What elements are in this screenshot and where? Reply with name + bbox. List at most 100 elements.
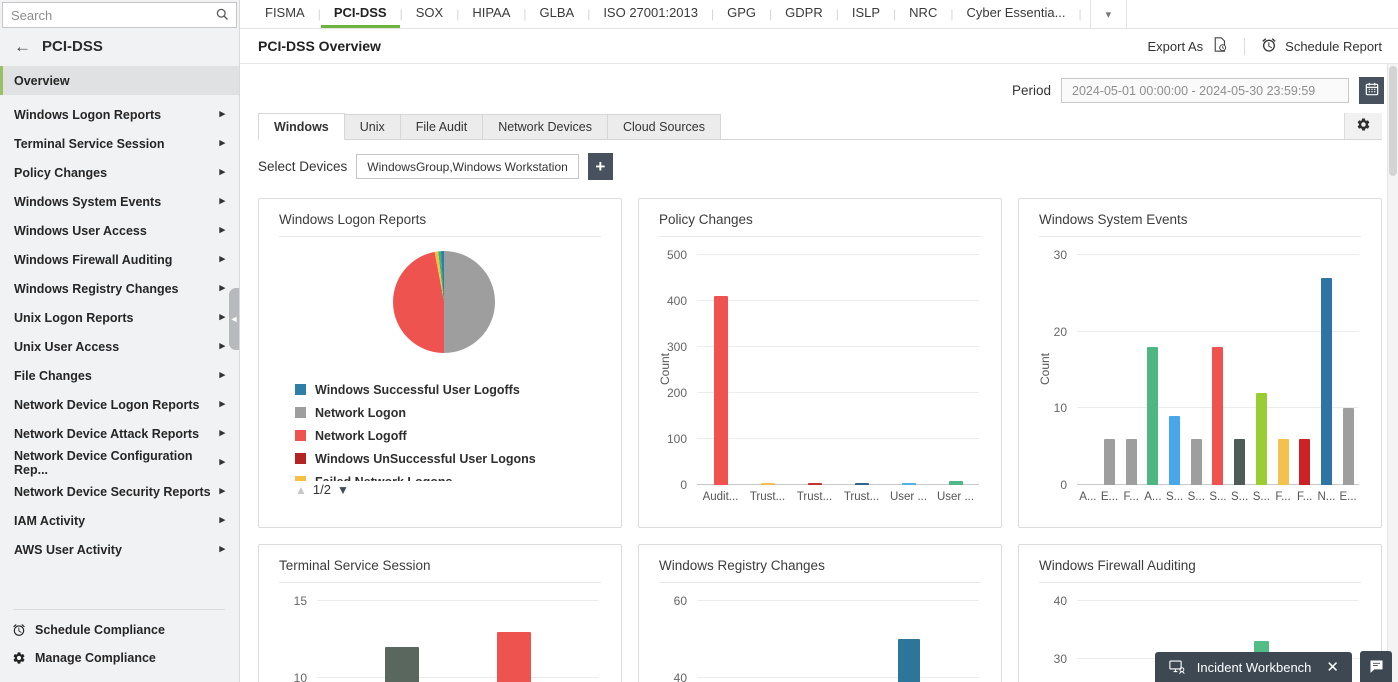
bar[interactable] <box>807 482 822 485</box>
bar[interactable] <box>497 631 532 682</box>
tab-islp[interactable]: ISLP <box>851 5 881 20</box>
search-input[interactable] <box>3 3 236 27</box>
bar[interactable] <box>1190 439 1202 485</box>
sidebar-item-network-device-attack-reports[interactable]: Network Device Attack Reports ▸ <box>14 426 225 441</box>
calendar-button[interactable] <box>1359 77 1384 104</box>
bar[interactable] <box>1277 439 1289 485</box>
source-tab-windows[interactable]: Windows <box>258 113 345 140</box>
sidebar-item-file-changes[interactable]: File Changes ▸ <box>14 368 225 383</box>
bar[interactable] <box>854 482 869 485</box>
x-tick-label: E... <box>1339 491 1357 503</box>
chart-card-windows-registry-changes: Windows Registry Changes0204060 <box>638 544 1002 682</box>
bar[interactable] <box>901 482 916 485</box>
tab-sox[interactable]: SOX <box>415 5 444 20</box>
schedule-report-button[interactable]: Schedule Report <box>1261 37 1382 56</box>
sidebar-item-overview[interactable]: Overview <box>0 66 239 95</box>
legend-next-button[interactable]: ▼ <box>336 482 349 497</box>
tab-pci-dss[interactable]: PCI-DSS <box>320 0 400 28</box>
sidebar-item-network-device-configuration-rep[interactable]: Network Device Configuration Rep... ▸ <box>14 448 225 477</box>
source-tab-unix[interactable]: Unix <box>344 114 400 139</box>
tab-fisma[interactable]: FISMA <box>265 5 305 20</box>
bar[interactable] <box>897 639 920 682</box>
add-device-button[interactable]: + <box>587 153 613 180</box>
sidebar-item-policy-changes[interactable]: Policy Changes ▸ <box>14 165 225 180</box>
period-label: Period <box>1011 83 1051 98</box>
export-as-button[interactable]: Export As <box>1148 36 1229 56</box>
bar[interactable] <box>384 647 419 682</box>
sidebar-item-unix-user-access[interactable]: Unix User Access ▸ <box>14 339 225 354</box>
bar[interactable] <box>1234 439 1246 485</box>
toast-label: Incident Workbench <box>1196 659 1312 675</box>
bar[interactable] <box>1104 439 1116 485</box>
legend-pager: ▲ 1/2 ▼ <box>295 482 621 497</box>
source-tab-file-audit[interactable]: File Audit <box>399 114 483 139</box>
chart-title: Windows Firewall Auditing <box>1039 558 1196 573</box>
x-tick-label: S... <box>1231 491 1249 503</box>
bar[interactable] <box>713 296 728 485</box>
more-tabs-dropdown[interactable]: ▾ <box>1089 0 1128 28</box>
period-range-input[interactable]: 2024-05-01 00:00:00 - 2024-05-30 23:59:5… <box>1061 78 1349 103</box>
bar[interactable] <box>1342 408 1354 485</box>
bar[interactable] <box>1255 393 1267 485</box>
x-tick-label: S... <box>1209 491 1227 503</box>
sidebar-item-windows-user-access[interactable]: Windows User Access ▸ <box>14 223 225 238</box>
chevron-right-icon: ▸ <box>219 253 225 265</box>
tab-hipaa[interactable]: HIPAA <box>472 5 511 20</box>
chat-button[interactable] <box>1360 651 1392 682</box>
close-icon[interactable]: ✕ <box>1326 658 1339 676</box>
sidebar-action-schedule-compliance[interactable]: Schedule Compliance <box>0 616 239 644</box>
bar[interactable] <box>1147 347 1159 485</box>
scrollbar[interactable] <box>1387 64 1398 682</box>
source-tab-cloud-sources[interactable]: Cloud Sources <box>606 114 721 139</box>
legend-item-network-logoff[interactable]: Network Logoff <box>295 424 621 447</box>
sidebar-item-network-device-security-reports[interactable]: Network Device Security Reports ▸ <box>14 484 225 499</box>
bar[interactable] <box>760 482 775 485</box>
sidebar-back[interactable]: ← PCI-DSS <box>0 28 239 66</box>
sidebar-item-network-device-logon-reports[interactable]: Network Device Logon Reports ▸ <box>14 397 225 412</box>
chart-card-terminal-service-session: Terminal Service Session051015 <box>258 544 622 682</box>
legend-prev-button[interactable]: ▲ <box>295 482 307 497</box>
legend-item-failed-network-logons[interactable]: Failed Network Logons <box>295 470 621 481</box>
sidebar-item-iam-activity[interactable]: IAM Activity ▸ <box>14 513 225 528</box>
select-devices-input[interactable]: WindowsGroup,Windows Workstation <box>356 154 579 179</box>
legend-item-windows-successful-user-logoffs[interactable]: Windows Successful User Logoffs <box>295 378 621 401</box>
bar[interactable] <box>1169 416 1181 485</box>
sidebar-item-windows-registry-changes[interactable]: Windows Registry Changes ▸ <box>14 281 225 296</box>
y-axis-label: Count <box>1038 352 1052 386</box>
chevron-right-icon: ▸ <box>219 282 225 294</box>
source-tab-network-devices[interactable]: Network Devices <box>482 114 607 139</box>
search-icon[interactable] <box>215 7 230 25</box>
chevron-right-icon: ▸ <box>219 137 225 149</box>
incident-workbench-toast[interactable]: Incident Workbench ✕ <box>1154 652 1352 682</box>
incident-workbench-icon <box>1168 658 1186 676</box>
tab-iso-27001-2013[interactable]: ISO 27001:2013 <box>603 5 699 20</box>
chart-card-policy-changes: Policy Changes Count 0 100 200 300 400 500 Audit… <box>638 198 1002 528</box>
legend-item-windows-unsuccessful-user-logons[interactable]: Windows UnSuccessful User Logons <box>295 447 621 470</box>
chart-card-windows-system-events: Windows System Events Count 0 10 20 30 A... E..… <box>1018 198 1382 528</box>
sidebar-item-terminal-service-session[interactable]: Terminal Service Session ▸ <box>14 136 225 151</box>
tab-cyber-essentia[interactable]: Cyber Essentia... <box>966 5 1066 20</box>
bar[interactable] <box>1212 347 1224 485</box>
bar[interactable] <box>1125 439 1137 485</box>
tab-nrc[interactable]: NRC <box>909 5 938 20</box>
sidebar-item-windows-firewall-auditing[interactable]: Windows Firewall Auditing ▸ <box>14 252 225 267</box>
sidebar-item-aws-user-activity[interactable]: AWS User Activity ▸ <box>14 542 225 557</box>
bar[interactable] <box>1320 278 1332 485</box>
x-tick-label: A... <box>1144 491 1162 503</box>
x-tick-label: S... <box>1165 491 1184 503</box>
legend-item-network-logon[interactable]: Network Logon <box>295 401 621 424</box>
tab-gpg[interactable]: GPG <box>727 5 757 20</box>
sidebar-item-windows-logon-reports[interactable]: Windows Logon Reports ▸ <box>14 107 225 122</box>
dashboard-settings-button[interactable] <box>1344 113 1382 139</box>
bar[interactable] <box>948 481 963 485</box>
bar[interactable] <box>1299 439 1311 485</box>
chart-title: Windows Registry Changes <box>659 558 825 573</box>
sidebar-item-unix-logon-reports[interactable]: Unix Logon Reports ▸ <box>14 310 225 325</box>
tab-gdpr[interactable]: GDPR <box>785 5 823 20</box>
sidebar-item-windows-system-events[interactable]: Windows System Events ▸ <box>14 194 225 209</box>
sidebar-action-manage-compliance[interactable]: Manage Compliance <box>0 644 239 672</box>
sidebar-collapse-handle[interactable]: ◄ <box>229 288 239 350</box>
pie-chart[interactable] <box>393 251 495 353</box>
tab-glba[interactable]: GLBA <box>539 5 575 20</box>
scrollbar-thumb[interactable] <box>1389 66 1397 176</box>
